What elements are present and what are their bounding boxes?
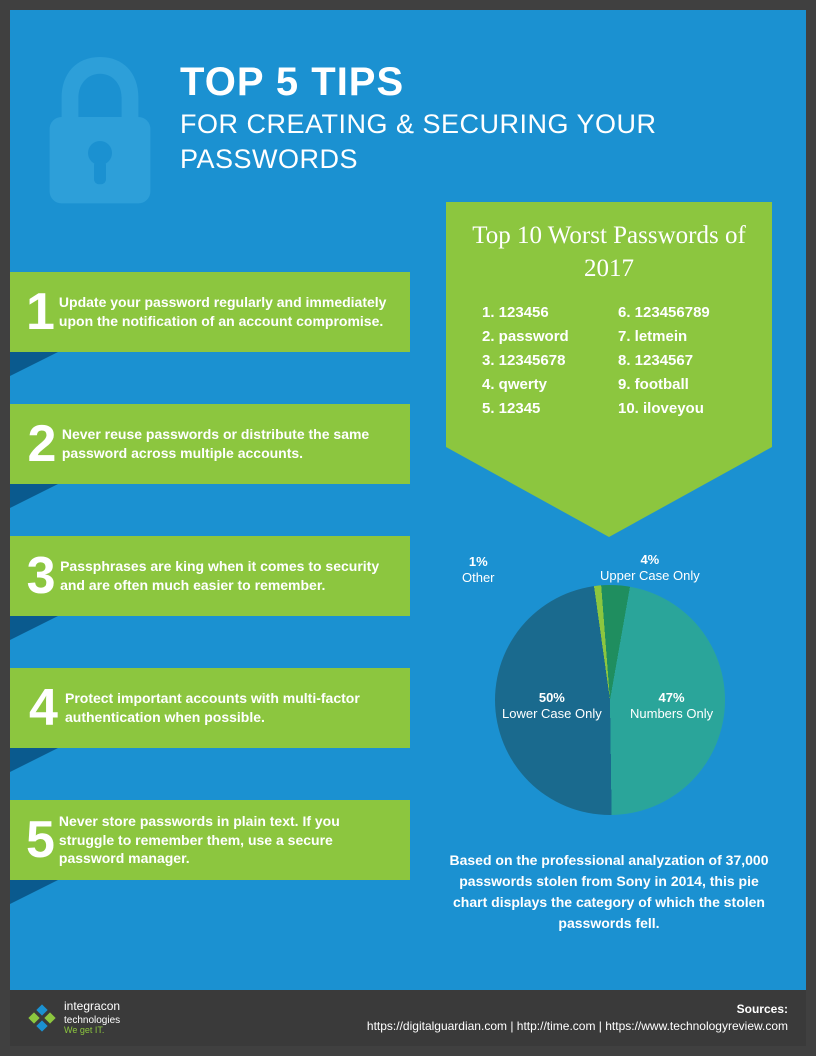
worst-item: 4. qwerty — [482, 373, 600, 397]
title-sub: FOR CREATING & SECURING YOUR PASSWORDS — [180, 107, 766, 177]
tip-notch — [10, 616, 58, 640]
footer: integracon technologies We get IT. Sourc… — [10, 990, 806, 1046]
tip-notch — [10, 484, 58, 508]
tip-number: 3 — [10, 546, 56, 606]
worst-item: 2. password — [482, 325, 600, 349]
tip-notch — [10, 880, 58, 904]
worst-passwords-box: Top 10 Worst Passwords of 2017 1. 123456… — [446, 202, 772, 447]
tip-text: Update your password regularly and immed… — [55, 293, 410, 331]
footer-sources: Sources: https://digitalguardian.com | h… — [367, 1001, 788, 1035]
tip-text: Never store passwords in plain text. If … — [55, 812, 410, 869]
pie-caption: Based on the professional analyzation of… — [446, 850, 772, 934]
tip-item: 4 Protect important accounts with multi-… — [10, 668, 410, 748]
tip-number: 1 — [10, 282, 55, 342]
tips-column: 1 Update your password regularly and imm… — [10, 272, 410, 932]
tip-item: 1 Update your password regularly and imm… — [10, 272, 410, 352]
tip-item: 2 Never reuse passwords or distribute th… — [10, 404, 410, 484]
title-main: TOP 5 TIPS — [180, 60, 766, 105]
worst-col-left: 1. 123456 2. password 3. 12345678 4. qwe… — [482, 301, 600, 421]
worst-item: 7. letmein — [618, 325, 736, 349]
worst-item: 6. 123456789 — [618, 301, 736, 325]
tip-number: 5 — [10, 810, 55, 870]
worst-item: 8. 1234567 — [618, 349, 736, 373]
tip-text: Protect important accounts with multi-fa… — [61, 689, 410, 727]
worst-pointer — [446, 447, 772, 537]
worst-item: 10. iloveyou — [618, 397, 736, 421]
worst-item: 9. football — [618, 373, 736, 397]
page-title: TOP 5 TIPS FOR CREATING & SECURING YOUR … — [180, 60, 766, 177]
tip-item: 5 Never store passwords in plain text. I… — [10, 800, 410, 880]
tip-notch — [10, 748, 58, 772]
page: TOP 5 TIPS FOR CREATING & SECURING YOUR … — [10, 10, 806, 1046]
pie-label-upper: 4% Upper Case Only — [600, 552, 700, 585]
tip-text: Passphrases are king when it comes to se… — [56, 557, 410, 595]
worst-item: 5. 12345 — [482, 397, 600, 421]
worst-title: Top 10 Worst Passwords of 2017 — [472, 220, 746, 285]
tip-item: 3 Passphrases are king when it comes to … — [10, 536, 410, 616]
pie-label-numbers: 47% Numbers Only — [630, 690, 713, 723]
lock-icon — [40, 55, 160, 215]
brand-text: integracon technologies We get IT. — [64, 1000, 120, 1036]
worst-col-right: 6. 123456789 7. letmein 8. 1234567 9. fo… — [618, 301, 736, 421]
tip-number: 2 — [10, 414, 58, 474]
pie-label-other: 1% Other — [462, 554, 495, 587]
worst-item: 1. 123456 — [482, 301, 600, 325]
footer-logo: integracon technologies We get IT. — [28, 1000, 120, 1036]
pie-chart: 1% Other 4% Upper Case Only 47% Numbers … — [480, 570, 740, 830]
worst-item: 3. 12345678 — [482, 349, 600, 373]
logo-icon — [28, 1004, 56, 1032]
pie-label-lower: 50% Lower Case Only — [502, 690, 602, 723]
tip-notch — [10, 352, 58, 376]
tip-text: Never reuse passwords or distribute the … — [58, 425, 410, 463]
tip-number: 4 — [10, 678, 61, 738]
